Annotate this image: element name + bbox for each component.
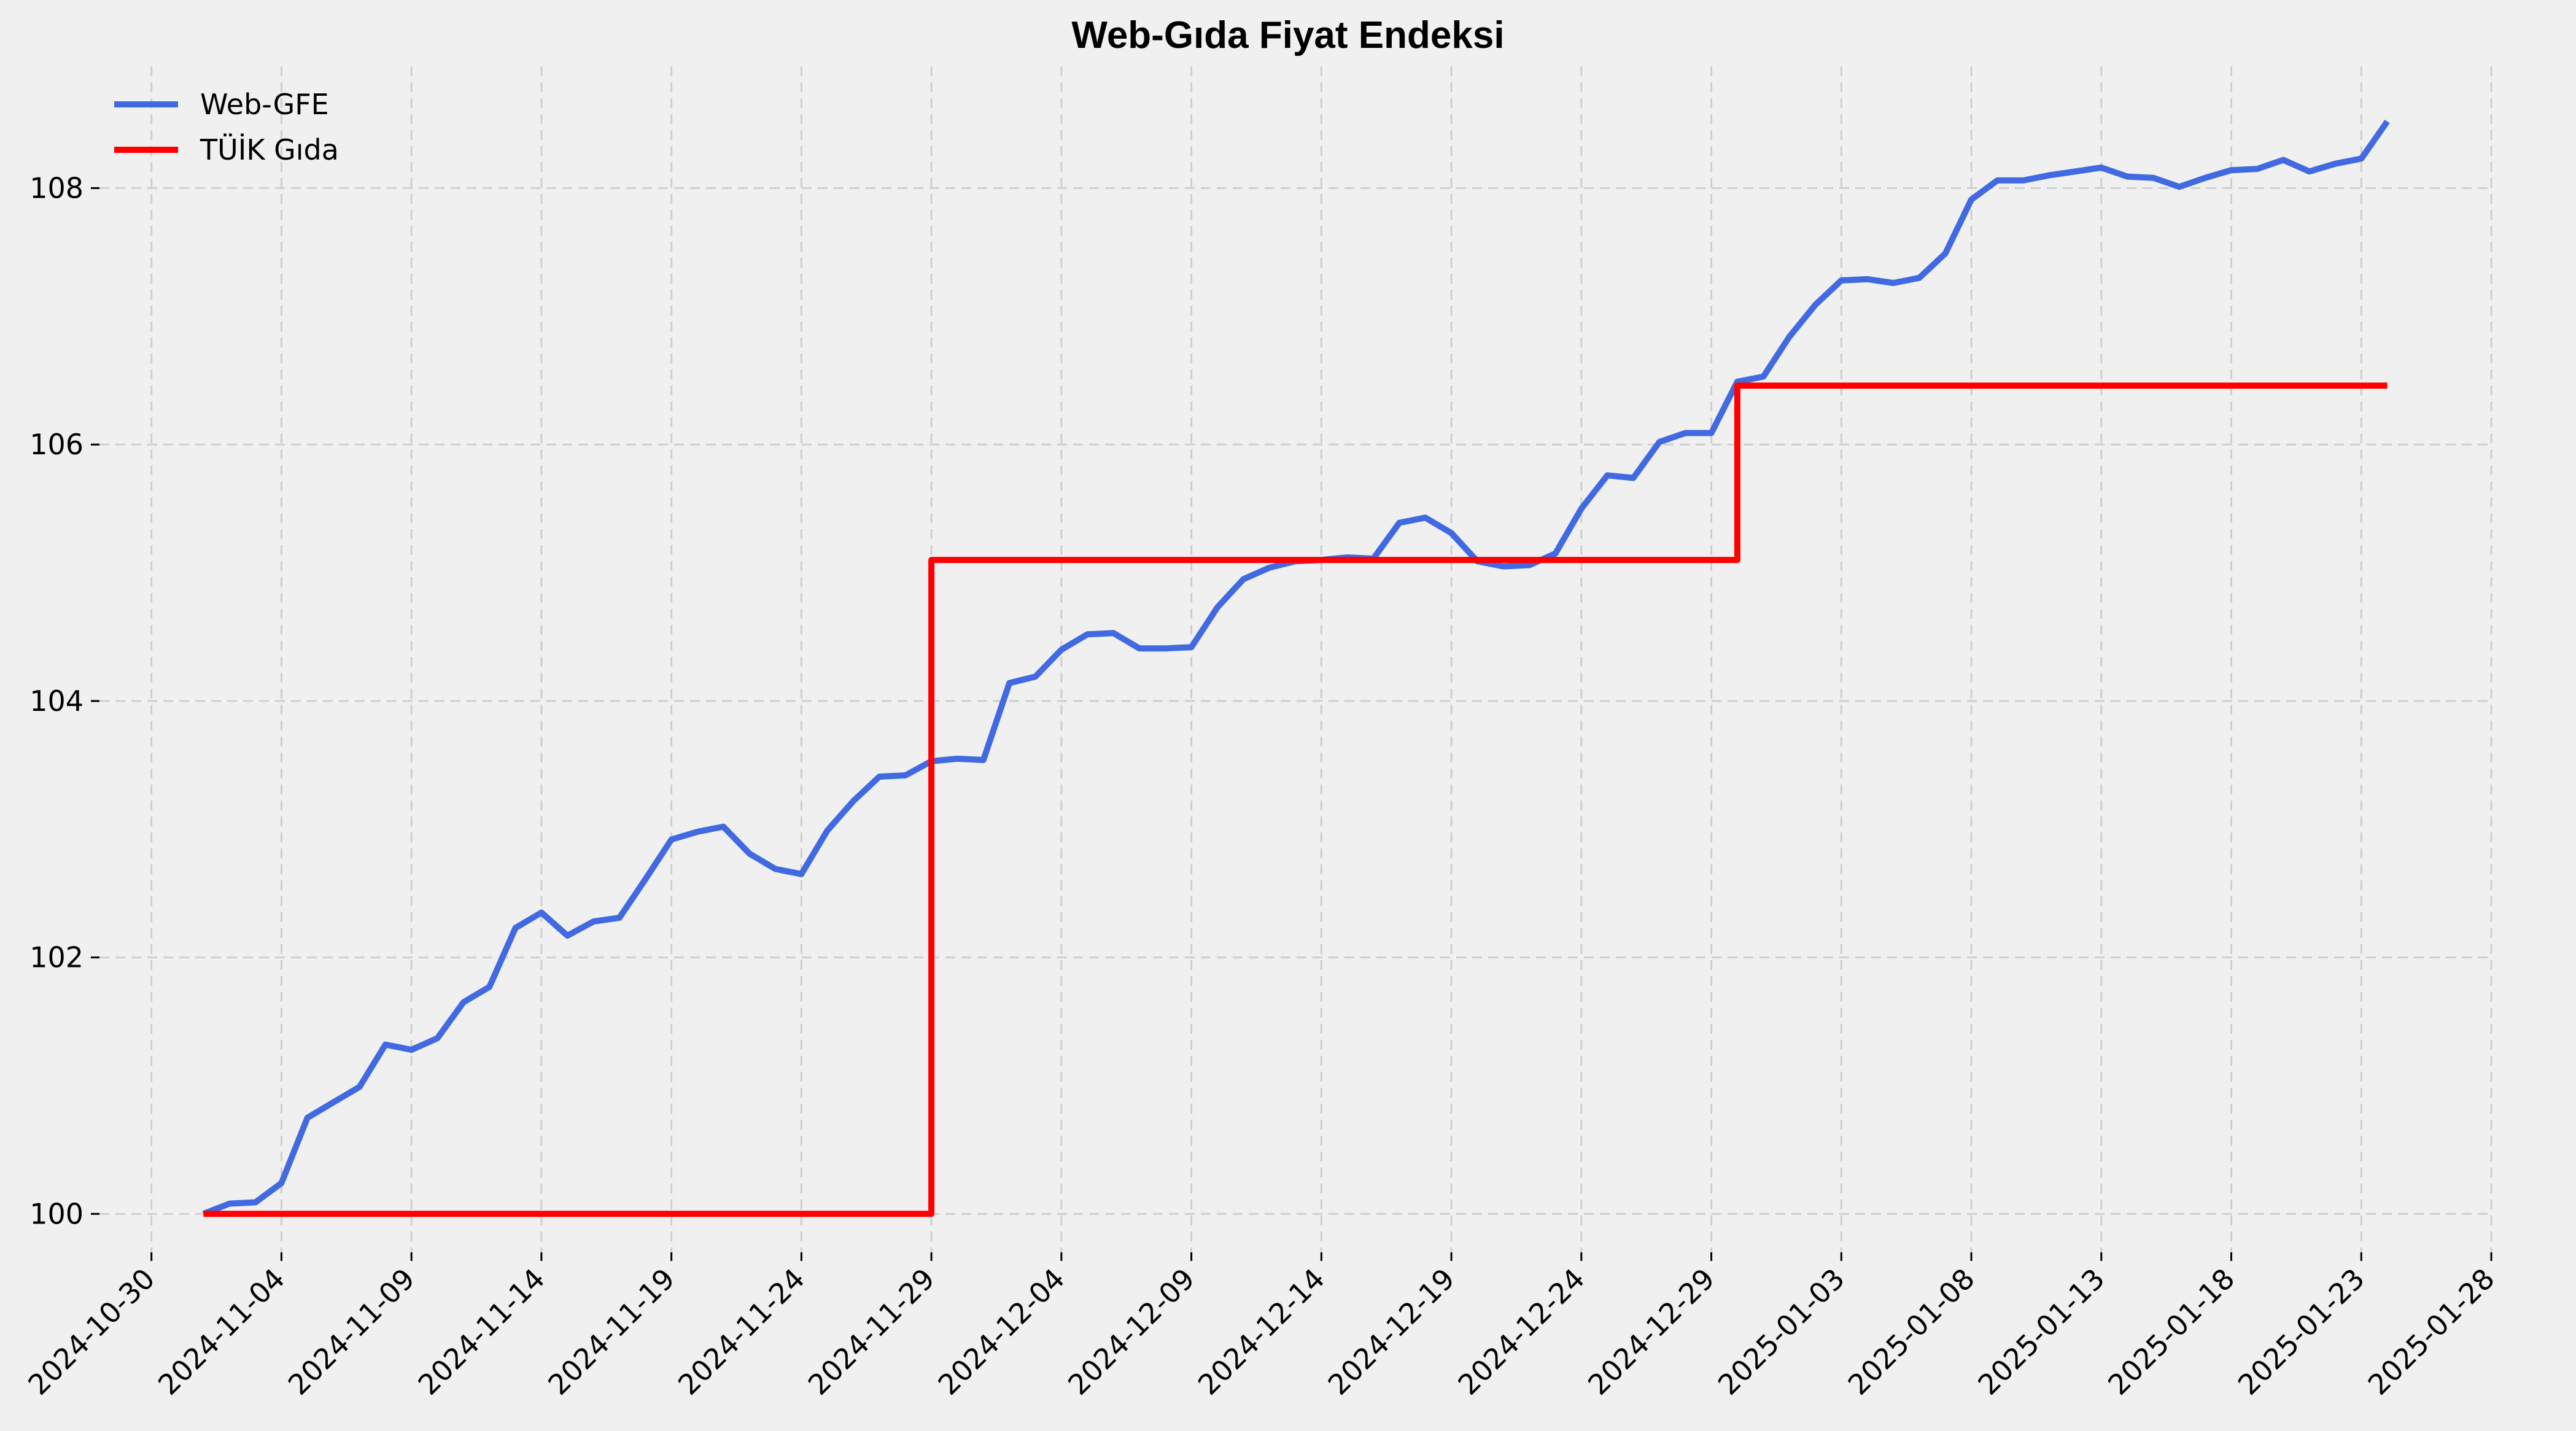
- x-tick-label: 2024-12-24: [1451, 1262, 1591, 1402]
- y-axis: 100 102 104 106 108: [29, 171, 99, 1230]
- series-line-web-gfe: [202, 119, 2390, 1217]
- legend: Web-GFE TÜİK Gıda: [114, 88, 339, 166]
- x-tick-label: 2024-12-04: [931, 1262, 1071, 1402]
- x-tick-label: 2024-11-24: [672, 1262, 811, 1402]
- x-tick-label: 2024-12-19: [1322, 1262, 1461, 1402]
- x-axis: 2024-10-302024-11-042024-11-092024-11-14…: [21, 1252, 2501, 1402]
- x-tick-label: 2024-12-29: [1581, 1262, 1721, 1402]
- y-tick-label: 100: [29, 1197, 83, 1230]
- x-tick-label: 2025-01-13: [1971, 1262, 2111, 1402]
- x-tick-label: 2024-11-19: [541, 1262, 681, 1402]
- x-tick-label: 2025-01-18: [2101, 1262, 2241, 1402]
- x-tick-label: 2024-12-14: [1192, 1262, 1331, 1402]
- y-tick-label: 108: [29, 171, 83, 204]
- x-tick-label: 2025-01-03: [1712, 1262, 1851, 1402]
- grid-lines: [99, 66, 2493, 1252]
- y-tick-label: 106: [29, 428, 83, 461]
- x-tick-label: 2024-11-04: [152, 1262, 291, 1402]
- x-tick-label: 2025-01-23: [2232, 1262, 2371, 1402]
- series-line-tuik-gida: [203, 382, 2388, 1217]
- legend-label: Web-GFE: [200, 88, 329, 121]
- x-tick-label: 2024-11-09: [282, 1262, 421, 1402]
- x-tick-label: 2024-10-30: [21, 1262, 161, 1402]
- legend-label: TÜİK Gıda: [200, 133, 339, 166]
- y-tick-label: 104: [29, 684, 83, 718]
- x-tick-label: 2025-01-08: [1842, 1262, 1981, 1402]
- y-tick-label: 102: [29, 941, 83, 974]
- x-tick-label: 2025-01-28: [2362, 1262, 2501, 1402]
- chart-title: Web-Gıda Fiyat Endeksi: [1071, 14, 1504, 56]
- x-tick-label: 2024-12-09: [1061, 1262, 1201, 1402]
- x-tick-label: 2024-11-14: [411, 1262, 551, 1402]
- x-tick-label: 2024-11-29: [802, 1262, 941, 1402]
- series-lines: [202, 119, 2390, 1217]
